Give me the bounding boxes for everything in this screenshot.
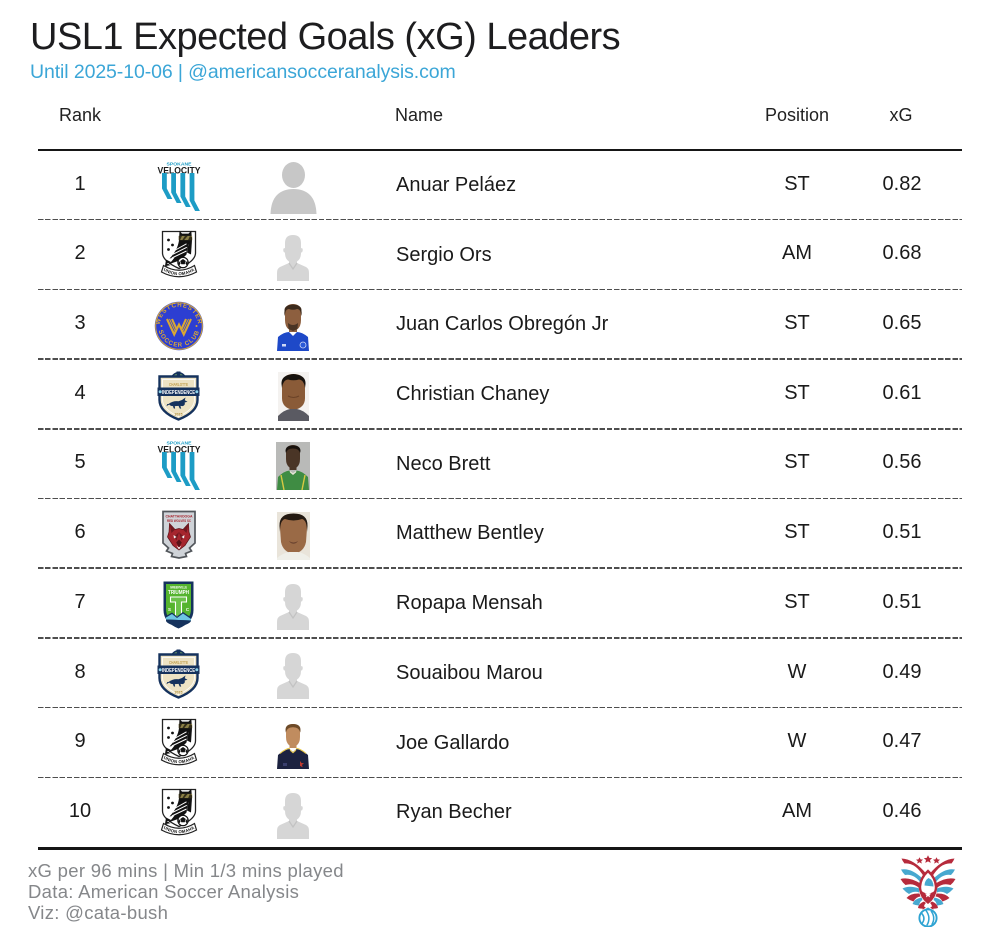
svg-text:2015: 2015 xyxy=(175,691,183,695)
svg-text:GREENVILLE: GREENVILLE xyxy=(170,585,188,589)
svg-text:SPOKANE: SPOKANE xyxy=(166,161,191,166)
svg-text:UNION OMAHA: UNION OMAHA xyxy=(162,755,195,764)
svg-text:C: C xyxy=(186,607,190,612)
svg-text:VELOCITY: VELOCITY xyxy=(157,165,201,176)
svg-text:CHARLOTTE: CHARLOTTE xyxy=(169,381,188,386)
svg-text:VELOCITY: VELOCITY xyxy=(157,444,201,455)
svg-text:TRIUMPH: TRIUMPH xyxy=(168,590,189,596)
svg-text:2015: 2015 xyxy=(175,412,183,416)
svg-text:INDEPENDENCE: INDEPENDENCE xyxy=(162,668,195,674)
svg-text:SPOKANE: SPOKANE xyxy=(166,440,191,445)
svg-text:CHATTANOOGA: CHATTANOOGA xyxy=(165,514,192,519)
svg-text:UNION OMAHA: UNION OMAHA xyxy=(162,825,195,834)
svg-text:CHARLOTTE: CHARLOTTE xyxy=(169,660,188,665)
svg-text:UNION OMAHA: UNION OMAHA xyxy=(162,267,195,276)
svg-text:S: S xyxy=(168,607,171,612)
svg-text:INDEPENDENCE: INDEPENDENCE xyxy=(162,390,195,396)
svg-text:RED WOLVES SC: RED WOLVES SC xyxy=(167,519,191,523)
